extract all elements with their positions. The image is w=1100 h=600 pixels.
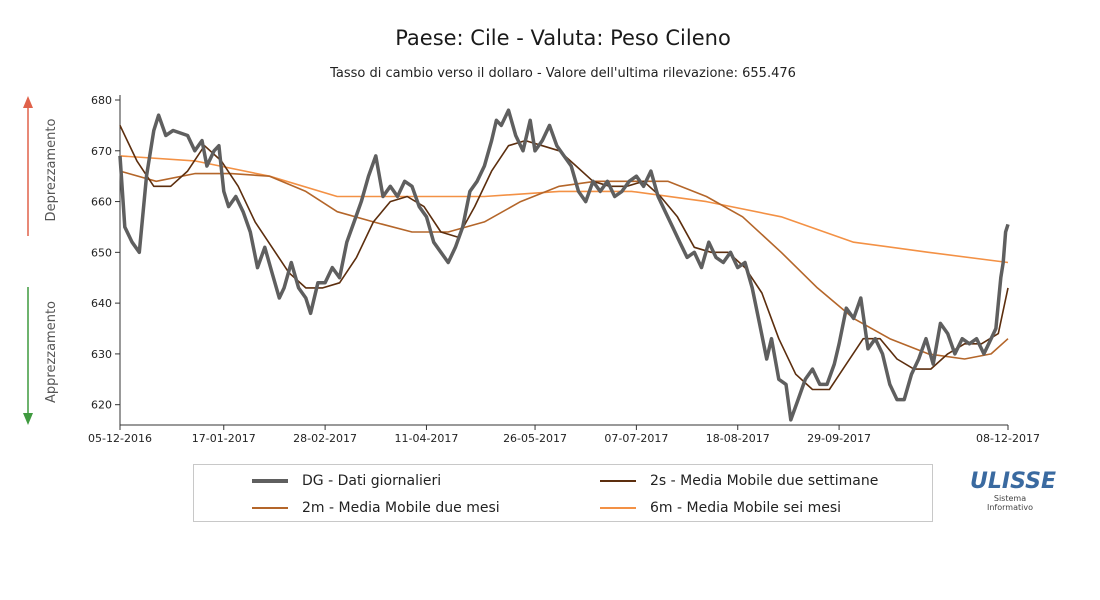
apprezzamento-arrowhead [23, 413, 33, 425]
legend-item-2s: 2s - Media Mobile due settimane [600, 473, 878, 489]
series-line-m2 [119, 170, 1009, 360]
y-tick-label: 650 [91, 246, 112, 259]
legend: DG - Dati giornalieri 2s - Media Mobile … [193, 464, 933, 522]
y-tick-label: 640 [91, 297, 112, 310]
legend-label-6m: 6m - Media Mobile sei mesi [650, 500, 842, 516]
x-tick-label: 18-08-2017 [706, 432, 770, 445]
legend-item-6m: 6m - Media Mobile sei mesi [600, 500, 841, 516]
x-tick-label: 29-09-2017 [807, 432, 871, 445]
y-tick-label: 660 [91, 196, 112, 209]
logo-subtitle-2: Informativo [987, 503, 1033, 512]
deprezzamento-label: Deprezzamento [44, 119, 59, 222]
x-tick-label: 17-01-2017 [192, 432, 256, 445]
legend-item-dg: DG - Dati giornalieri [252, 473, 441, 489]
axes: 620 630 640 650 660 670 680 05-12-2016 17-01-201… [88, 94, 1040, 445]
y-tick-label: 680 [91, 94, 112, 107]
x-tick-label: 05-12-2016 [88, 432, 152, 445]
y-tick-label: 670 [91, 145, 112, 158]
legend-swatch-6m [600, 507, 636, 509]
legend-swatch-dg [252, 479, 288, 483]
legend-item-2m: 2m - Media Mobile due mesi [252, 500, 500, 516]
x-tick-label: 28-02-2017 [293, 432, 357, 445]
legend-label-2m: 2m - Media Mobile due mesi [302, 500, 500, 516]
side-indicators: Deprezzamento Apprezzamento [23, 96, 59, 425]
deprezzamento-arrowhead [23, 96, 33, 108]
x-tick-label: 26-05-2017 [503, 432, 567, 445]
series-lines [118, 108, 1010, 422]
x-tick-label: 11-04-2017 [394, 432, 458, 445]
legend-swatch-2s [600, 480, 636, 482]
chart-subtitle: Tasso di cambio verso il dollaro - Valor… [330, 66, 796, 81]
ulisse-logo: ULISSE Sistema Informativo [970, 469, 1057, 513]
y-tick-label: 620 [91, 399, 112, 412]
series-line-s2 [119, 125, 1009, 391]
x-tick-label: 07-07-2017 [604, 432, 668, 445]
chart-title: Paese: Cile - Valuta: Peso Cileno [395, 26, 731, 50]
apprezzamento-label: Apprezzamento [44, 301, 59, 403]
logo-wordmark: ULISSE [970, 469, 1057, 494]
x-tick-label: 08-12-2017 [976, 432, 1040, 445]
series-line-dg [118, 108, 1010, 422]
legend-swatch-2m [252, 507, 288, 509]
legend-label-2s: 2s - Media Mobile due settimane [650, 473, 879, 489]
y-tick-label: 630 [91, 348, 112, 361]
logo-subtitle-1: Sistema [993, 494, 1027, 503]
legend-label-dg: DG - Dati giornalieri [302, 473, 442, 489]
